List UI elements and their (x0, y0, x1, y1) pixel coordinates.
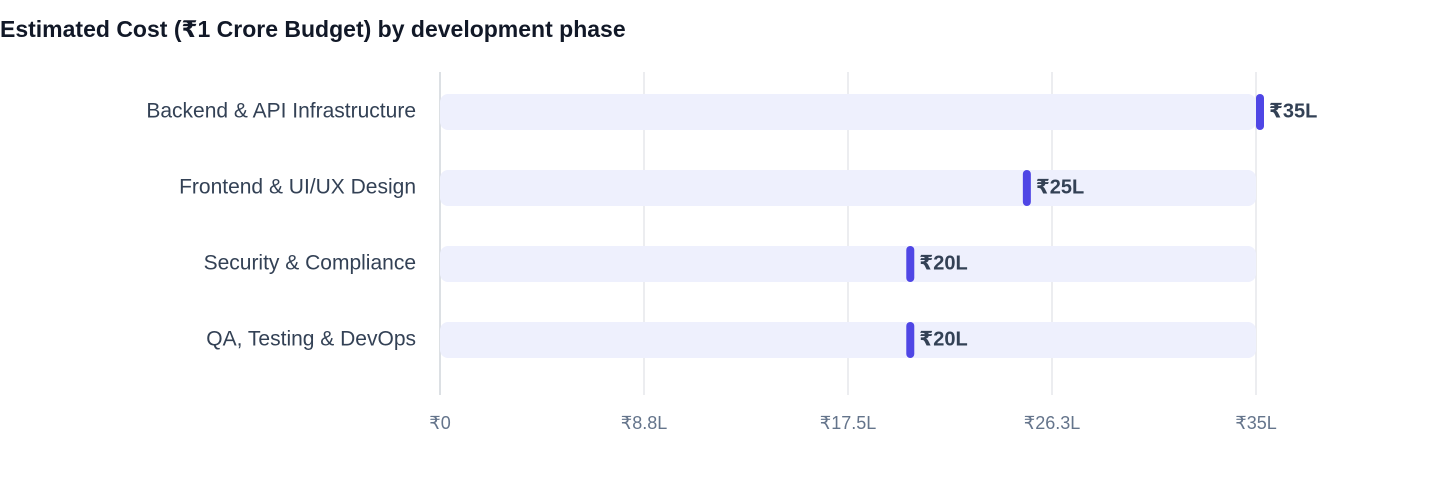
y-tick-label: Frontend & UI/UX Design (179, 176, 416, 199)
value-label: ₹20L (919, 252, 967, 274)
bar-track (440, 94, 1256, 130)
bar (1256, 94, 1264, 130)
x-tick-label: ₹0 (429, 413, 450, 433)
x-tick-label: ₹17.5L (820, 413, 877, 433)
y-tick-label: QA, Testing & DevOps (206, 328, 416, 351)
bar-track (440, 246, 1256, 282)
y-tick-label: Backend & API Infrastructure (146, 100, 416, 123)
bar-track (440, 170, 1256, 206)
x-tick-label: ₹8.8L (621, 413, 668, 433)
value-label: ₹25L (1036, 176, 1084, 198)
bar-track (440, 322, 1256, 358)
y-tick-label: Security & Compliance (204, 252, 416, 275)
bar (906, 246, 915, 282)
value-label: ₹20L (919, 328, 967, 350)
value-label: ₹35L (1269, 100, 1317, 122)
chart-title: Estimated Cost (₹1 Crore Budget) by deve… (0, 16, 626, 42)
bar (1022, 170, 1031, 206)
bar (906, 322, 915, 358)
x-tick-label: ₹26.3L (1024, 413, 1081, 433)
x-tick-label: ₹35L (1235, 413, 1276, 433)
